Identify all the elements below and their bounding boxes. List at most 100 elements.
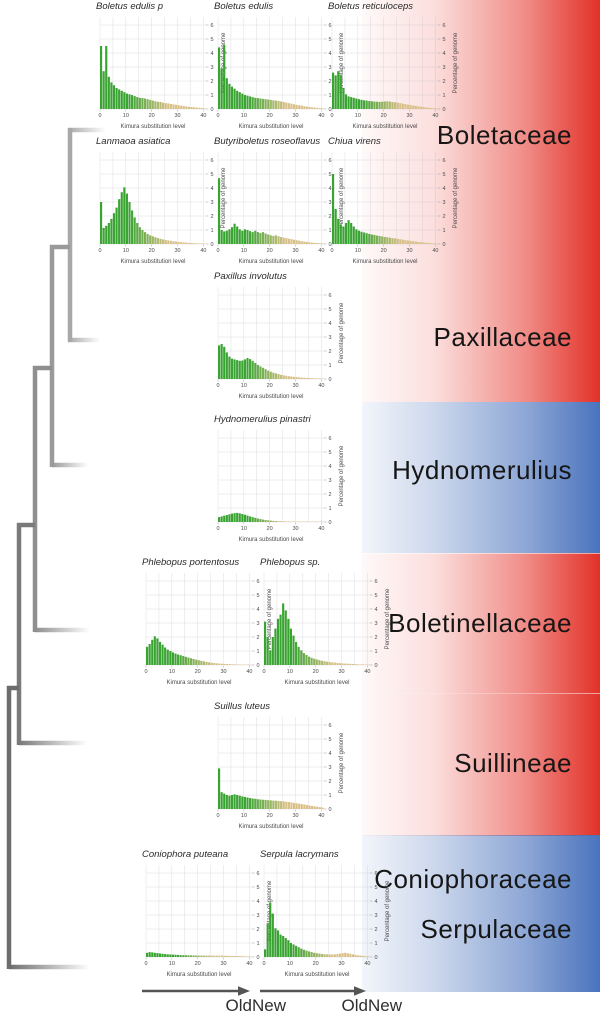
- x-tick-label: 10: [169, 669, 175, 675]
- y-tick-label: 1: [375, 649, 378, 655]
- histogram-bars: [218, 344, 324, 379]
- x-axis-label: Kimura substitution level: [238, 259, 303, 265]
- y-tick-label: 4: [329, 464, 332, 470]
- x-tick-label: 20: [381, 113, 387, 119]
- y-tick-label: 4: [211, 51, 214, 57]
- x-tick-label: 10: [241, 526, 247, 532]
- branch-boletinellaceae: [35, 627, 90, 633]
- y-tick-label: 4: [443, 51, 446, 57]
- x-tick-label: 10: [241, 248, 247, 254]
- y-tick-label: 3: [329, 335, 332, 341]
- histogram-panel-butyriboletus-roseoflavus: Butyriboletus roseoflavus 0 10 20 30 40 Kimura…: [212, 135, 352, 274]
- histogram-panel-boletus-reticuloceps: Boletus reticuloceps 0 10 20 30 40 Kimura subs…: [326, 0, 466, 139]
- time-arrow-right: [260, 986, 366, 996]
- x-tick-label: 40: [318, 113, 324, 119]
- x-tick-label: 0: [144, 961, 147, 967]
- y-tick-label: 6: [211, 23, 214, 29]
- x-tick-label: 10: [355, 248, 361, 254]
- y-tick-label: 1: [257, 649, 260, 655]
- plot-grid: [217, 430, 324, 523]
- x-tick-label: 0: [216, 248, 219, 254]
- x-tick-label: 40: [364, 961, 370, 967]
- x-tick-label: 40: [364, 669, 370, 675]
- y-tick-label: 2: [329, 492, 332, 498]
- histogram-plot: 0 10 20 30 40 Kimura substitution level 0 1 2 3 4 5…: [216, 152, 345, 265]
- y-tick-label: 4: [211, 186, 214, 192]
- y-tick-label: 3: [257, 913, 260, 919]
- histogram-panel-phlebopus-portentosus: Phlebopus portentosus 0 10 20 30 40 Kimura sub…: [140, 556, 280, 695]
- x-axis-label: Kimura substitution level: [166, 972, 231, 978]
- node-d-vertical: [16, 523, 22, 745]
- x-tick-label: 30: [406, 248, 412, 254]
- x-tick-label: 30: [406, 113, 412, 119]
- x-tick-label: 20: [267, 248, 273, 254]
- x-tick-label: 20: [195, 669, 201, 675]
- x-tick-label: 30: [292, 526, 298, 532]
- family-label-suillineae: Suillineae: [454, 748, 572, 778]
- species-title: Butyriboletus roseoflavus: [214, 136, 321, 147]
- x-tick-label: 20: [267, 526, 273, 532]
- y-tick-label: 5: [257, 885, 260, 891]
- y-tick-label: 3: [211, 200, 214, 206]
- y-tick-label: 4: [329, 51, 332, 57]
- old-label: Old: [225, 996, 252, 1015]
- old-label: Old: [341, 996, 368, 1015]
- x-tick-label: 0: [216, 383, 219, 389]
- y-tick-label: 4: [329, 186, 332, 192]
- histogram-plot: 0 10 20 30 40 Kimura substitution level 0 1 2 3 4 5…: [144, 573, 273, 686]
- histogram-bars: [218, 768, 324, 809]
- y-tick-label: 0: [329, 107, 332, 113]
- histogram-bars: [332, 71, 438, 109]
- y-tick-label: 4: [329, 751, 332, 757]
- x-axis-label: Kimura substitution level: [238, 124, 303, 130]
- family-label-coniophoraceae: Coniophoraceae: [374, 864, 572, 894]
- y-tick-label: 5: [443, 37, 446, 43]
- y-tick-label: 3: [375, 913, 378, 919]
- y-tick-label: 0: [257, 955, 260, 961]
- x-tick-label: 20: [195, 961, 201, 967]
- branch-hydnomerulius: [52, 462, 88, 468]
- y-tick-label: 1: [443, 228, 446, 234]
- new-label: New: [368, 996, 403, 1015]
- plot-grid: [217, 717, 324, 810]
- histogram-plot: 0 10 20 30 40 Kimura substitution level 0 1 2 3 4 5…: [216, 430, 345, 543]
- x-tick-label: 0: [98, 248, 101, 254]
- x-tick-label: 20: [267, 113, 273, 119]
- y-axis-label: Percentage of genome: [339, 732, 345, 793]
- histogram-bars: [100, 187, 206, 244]
- time-arrow-group-right: New Old: [258, 984, 402, 1018]
- x-tick-label: 30: [292, 248, 298, 254]
- species-title: Boletus edulis: [214, 1, 274, 12]
- y-tick-label: 1: [329, 793, 332, 799]
- histogram-bars: [264, 902, 370, 957]
- branch-boletaceae: [68, 127, 106, 133]
- y-tick-label: 5: [329, 737, 332, 743]
- branch-paxillaceae: [68, 337, 100, 343]
- species-title: Chiua virens: [328, 136, 381, 147]
- species-title: Hydnomerulius pinastri: [214, 414, 311, 425]
- time-arrow-left: [142, 986, 250, 996]
- y-tick-label: 6: [329, 436, 332, 442]
- histogram-panel-paxillus-involutus: Paxillus involutus 0 10 20 30 40 Kimura substi…: [212, 270, 352, 409]
- family-label-paxillaceae: Paxillaceae: [433, 322, 572, 352]
- y-tick-label: 6: [375, 579, 378, 585]
- y-tick-label: 2: [211, 214, 214, 220]
- y-tick-label: 6: [329, 158, 332, 164]
- x-tick-label: 40: [318, 248, 324, 254]
- y-tick-label: 0: [329, 242, 332, 248]
- histogram-plot: 0 10 20 30 40 Kimura substitution level 0 1 2 3 4 5…: [216, 17, 345, 130]
- histogram-bars: [146, 636, 252, 665]
- x-tick-label: 40: [432, 113, 438, 119]
- x-tick-label: 30: [220, 669, 226, 675]
- y-tick-label: 0: [443, 242, 446, 248]
- y-tick-label: 5: [443, 172, 446, 178]
- y-tick-label: 6: [257, 579, 260, 585]
- x-tick-label: 40: [200, 248, 206, 254]
- y-tick-label: 2: [329, 779, 332, 785]
- histogram-bars: [100, 46, 206, 109]
- y-axis-label: Percentage of genome: [339, 167, 345, 228]
- y-tick-label: 2: [257, 927, 260, 933]
- y-tick-label: 5: [257, 593, 260, 599]
- histogram-panel-chiua-virens: Chiua virens 0 10 20 30 40 Kimura substitution…: [326, 135, 466, 274]
